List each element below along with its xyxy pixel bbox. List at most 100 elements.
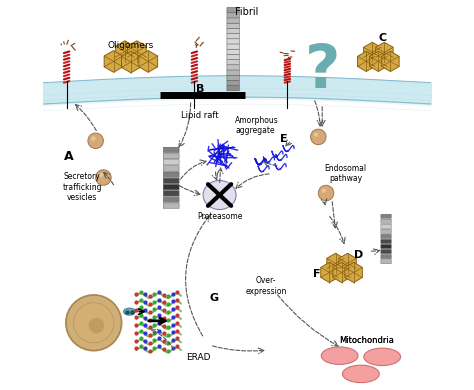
Point	[128, 308, 136, 315]
Point	[146, 317, 154, 323]
Text: Amorphous
aggregate: Amorphous aggregate	[235, 115, 279, 135]
FancyBboxPatch shape	[227, 44, 239, 49]
Ellipse shape	[124, 308, 135, 315]
FancyBboxPatch shape	[227, 7, 239, 13]
Point	[155, 328, 163, 334]
Polygon shape	[128, 41, 146, 62]
FancyBboxPatch shape	[227, 12, 239, 18]
Point	[151, 291, 158, 297]
Text: ?: ?	[304, 42, 340, 101]
Text: Mitochondria: Mitochondria	[339, 336, 394, 345]
Circle shape	[99, 173, 103, 177]
Point	[173, 304, 181, 310]
Point	[173, 296, 181, 303]
Point	[155, 343, 163, 349]
FancyBboxPatch shape	[163, 160, 179, 165]
Text: E: E	[281, 134, 288, 144]
Point	[160, 346, 167, 352]
Point	[155, 289, 163, 295]
FancyBboxPatch shape	[163, 166, 179, 171]
Text: B: B	[196, 83, 204, 94]
Point	[169, 291, 176, 297]
Point	[142, 338, 149, 344]
Point	[169, 314, 176, 320]
Circle shape	[89, 318, 104, 333]
Point	[173, 328, 181, 334]
Point	[137, 335, 145, 341]
Point	[137, 328, 145, 334]
Polygon shape	[376, 42, 393, 62]
Text: C: C	[378, 33, 386, 43]
FancyBboxPatch shape	[163, 184, 179, 190]
FancyBboxPatch shape	[227, 23, 239, 28]
FancyBboxPatch shape	[381, 219, 392, 223]
Point	[164, 309, 172, 315]
Ellipse shape	[343, 365, 379, 383]
FancyBboxPatch shape	[163, 191, 179, 196]
Point	[137, 289, 145, 295]
Polygon shape	[104, 51, 123, 72]
Text: A: A	[64, 150, 73, 163]
Point	[155, 320, 163, 326]
Point	[137, 343, 145, 349]
Polygon shape	[357, 51, 375, 71]
Point	[146, 347, 154, 354]
FancyBboxPatch shape	[227, 54, 239, 60]
Point	[142, 346, 149, 352]
Circle shape	[91, 136, 95, 141]
Point	[155, 304, 163, 310]
Point	[164, 347, 172, 354]
Point	[133, 337, 140, 344]
FancyBboxPatch shape	[163, 197, 179, 202]
FancyBboxPatch shape	[227, 85, 239, 91]
Point	[137, 304, 145, 310]
Circle shape	[321, 189, 326, 193]
Point	[169, 321, 176, 328]
Point	[146, 340, 154, 346]
Point	[151, 330, 158, 336]
FancyBboxPatch shape	[227, 75, 239, 80]
Polygon shape	[116, 41, 134, 62]
Point	[133, 314, 140, 321]
FancyBboxPatch shape	[163, 147, 179, 152]
Point	[164, 301, 172, 307]
Point	[155, 312, 163, 318]
Ellipse shape	[364, 348, 401, 365]
Point	[155, 335, 163, 341]
FancyBboxPatch shape	[163, 178, 179, 184]
FancyBboxPatch shape	[163, 153, 179, 159]
Point	[146, 309, 154, 315]
Polygon shape	[339, 254, 356, 273]
Polygon shape	[364, 42, 381, 62]
Point	[133, 291, 140, 297]
Point	[160, 330, 167, 337]
Point	[160, 323, 167, 329]
FancyBboxPatch shape	[227, 59, 239, 65]
Point	[133, 299, 140, 305]
Polygon shape	[321, 262, 338, 282]
Point	[151, 298, 158, 305]
Point	[151, 337, 158, 344]
Point	[123, 308, 131, 315]
Point	[164, 324, 172, 330]
Point	[164, 340, 172, 346]
Ellipse shape	[321, 347, 358, 364]
Point	[137, 320, 145, 326]
Point	[151, 306, 158, 312]
Text: Oligomers: Oligomers	[107, 41, 154, 50]
FancyBboxPatch shape	[381, 229, 392, 234]
FancyBboxPatch shape	[381, 259, 392, 264]
Text: G: G	[209, 292, 219, 303]
FancyBboxPatch shape	[227, 34, 239, 39]
Point	[160, 291, 167, 298]
Circle shape	[314, 133, 318, 137]
Point	[151, 345, 158, 351]
Polygon shape	[327, 254, 344, 273]
FancyBboxPatch shape	[227, 65, 239, 70]
Point	[151, 314, 158, 320]
Polygon shape	[382, 51, 399, 71]
Point	[155, 296, 163, 303]
Point	[142, 291, 149, 298]
Polygon shape	[345, 262, 362, 282]
Circle shape	[66, 295, 122, 351]
